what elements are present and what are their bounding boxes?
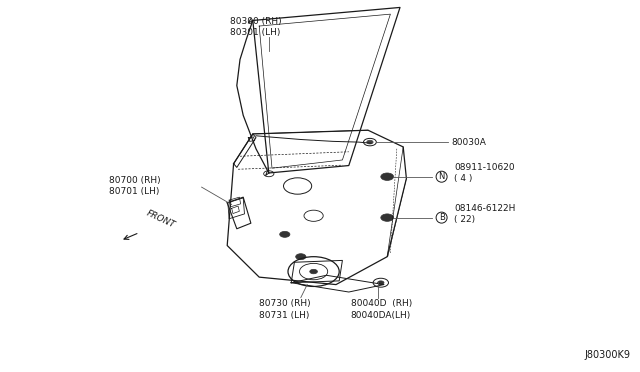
Circle shape — [367, 140, 373, 144]
Text: 80700 (RH)
80701 (LH): 80700 (RH) 80701 (LH) — [109, 176, 161, 196]
Text: 08911-10620
( 4 ): 08911-10620 ( 4 ) — [454, 163, 515, 183]
Circle shape — [296, 254, 306, 260]
Text: B: B — [438, 213, 445, 222]
Text: FRONT: FRONT — [145, 209, 176, 230]
Text: 80030A: 80030A — [451, 138, 486, 147]
Circle shape — [378, 281, 384, 285]
Text: 80730 (RH)
80731 (LH): 80730 (RH) 80731 (LH) — [259, 299, 311, 320]
Circle shape — [280, 231, 290, 237]
Circle shape — [310, 269, 317, 274]
Text: J80300K9: J80300K9 — [584, 350, 630, 360]
Circle shape — [381, 173, 394, 180]
Circle shape — [381, 214, 394, 221]
Text: 08146-6122H
( 22): 08146-6122H ( 22) — [454, 204, 516, 224]
Text: N: N — [438, 172, 445, 181]
Text: 80300 (RH)
80301 (LH): 80300 (RH) 80301 (LH) — [230, 17, 282, 37]
Text: 80040D  (RH)
80040DA(LH): 80040D (RH) 80040DA(LH) — [351, 299, 412, 320]
